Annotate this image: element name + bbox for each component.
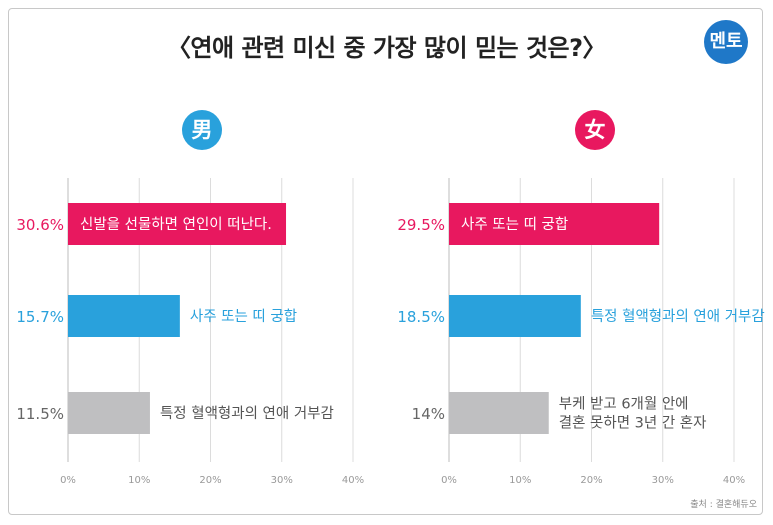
male-category-label: 특정 혈액형과의 연애 거부감 xyxy=(160,405,334,422)
female-category-label: 결혼 못하면 3년 간 혼자 xyxy=(559,415,707,432)
female-bar xyxy=(449,203,660,245)
page-title: 〈연애 관련 미신 중 가장 많이 믿는 것은?〉 xyxy=(166,34,607,62)
female-tick-label: 0% xyxy=(441,475,457,486)
male-value-label: 11.5% xyxy=(16,405,64,423)
female-tick-label: 10% xyxy=(509,475,531,486)
female-tick-label: 20% xyxy=(580,475,602,486)
female-bar xyxy=(449,295,581,337)
male-tick-label: 10% xyxy=(128,475,150,486)
male-value-label: 15.7% xyxy=(16,308,64,326)
male-bar xyxy=(68,295,180,337)
female-category-label: 특정 혈액형과의 연애 거부감 xyxy=(591,308,765,325)
female-badge: 女 xyxy=(575,110,615,150)
source-note: 출처 : 결혼해듀오 xyxy=(690,500,757,510)
female-value-label: 29.5% xyxy=(397,216,445,234)
female-value-label: 14% xyxy=(412,405,445,423)
male-tick-label: 20% xyxy=(199,475,221,486)
female-tick-label: 40% xyxy=(723,475,745,486)
male-value-label: 30.6% xyxy=(16,216,64,234)
male-tick-label: 0% xyxy=(60,475,76,486)
female-category-label: 사주 또는 띠 궁합 xyxy=(461,216,568,233)
male-badge: 男 xyxy=(182,110,222,150)
male-bar xyxy=(68,392,150,434)
male-category-label: 사주 또는 띠 궁합 xyxy=(190,308,297,325)
female-value-label: 18.5% xyxy=(397,308,445,326)
male-bar xyxy=(68,203,287,245)
female-category-label: 부케 받고 6개월 안에 xyxy=(559,396,689,413)
male-tick-label: 40% xyxy=(342,475,364,486)
male-tick-label: 30% xyxy=(271,475,293,486)
male-category-label: 신발을 선물하면 연인이 떠난다. xyxy=(80,216,272,233)
brand-logo: 멘토 xyxy=(704,20,748,64)
female-tick-label: 30% xyxy=(652,475,674,486)
female-bar xyxy=(449,392,549,434)
